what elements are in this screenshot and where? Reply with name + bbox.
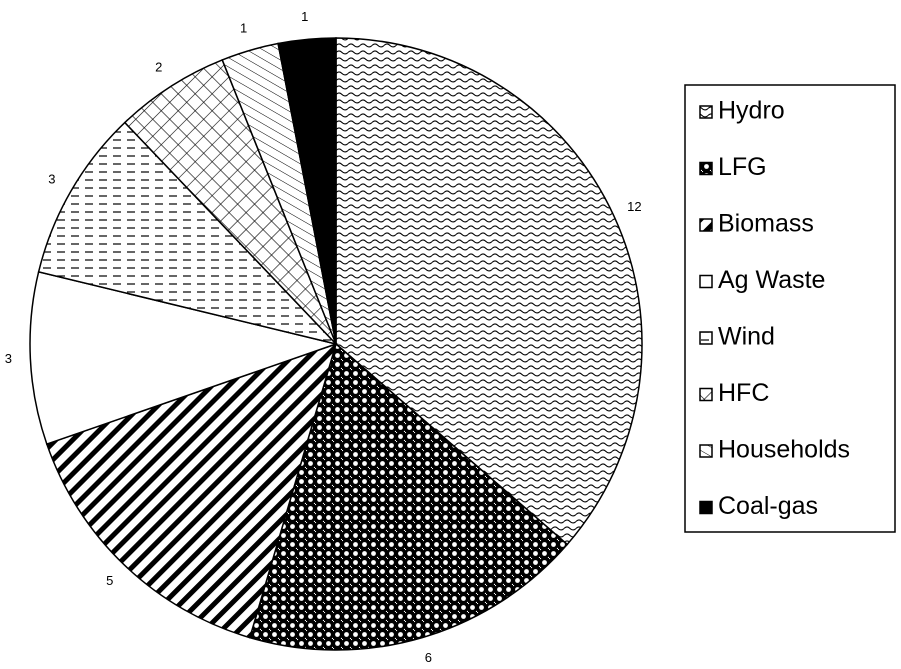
legend-label-households: Households [718,436,850,464]
legend-label-coal-gas: Coal-gas [718,492,818,520]
value-label-wind: 3 [48,171,55,186]
pie-slice-wind [37,121,339,346]
legend-box [684,84,896,533]
pie-slice-lfg [248,342,569,651]
value-label-biomass: 5 [106,573,113,588]
pie-slice-biomass [45,342,338,639]
legend-label-ag-waste: Ag Waste [718,266,825,294]
value-label-ag-waste: 3 [5,351,12,366]
pie-slice-coal-gas [277,37,337,345]
legend-swatch-hfc [699,387,713,402]
pie-slice-ag-waste [29,270,339,446]
legend-label-lfg: LFG [718,153,767,181]
pie-value-labels: 12 6 5 3 3 2 1 1 [5,9,642,665]
value-label-hydro: 12 [627,199,641,214]
legend-swatch-wind [699,331,713,345]
legend-swatch-coal-gas [699,500,713,515]
legend-label-hfc: HFC [718,379,769,407]
legend-swatch-ag-waste [699,274,713,289]
legend-swatch-lfg [699,161,713,176]
legend: Hydro LFG Biomass Ag Waste Wind HFC Households… [684,84,896,533]
legend-label-hydro: Hydro [718,97,785,125]
pie-slice-hydro [335,37,643,546]
legend-label-biomass: Biomass [718,210,814,238]
legend-label-wind: Wind [718,323,775,351]
value-label-lfg: 6 [425,650,432,665]
legend-swatch-biomass [699,218,713,232]
legend-swatch-hydro [699,105,713,119]
value-label-households: 1 [240,21,247,36]
legend-swatch-households [699,444,713,458]
value-label-coal-gas: 1 [301,9,308,24]
value-label-hfc: 2 [155,60,162,75]
pie-slices [29,37,643,651]
